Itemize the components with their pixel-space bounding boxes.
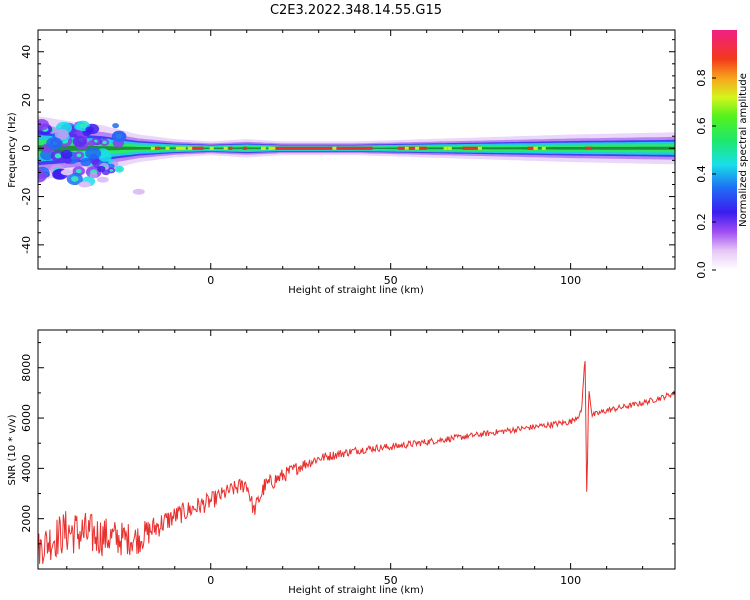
heatmap-y-tick-label: -20 <box>20 188 33 206</box>
heatmap-blob <box>98 151 112 162</box>
colorbar-tick-label: 0.0 <box>695 261 708 279</box>
ridge-speckle <box>268 146 273 150</box>
heatmap-blob-core <box>102 140 107 144</box>
heatmap-haze-blob <box>96 176 109 183</box>
colorbar-ticks: 0.0 0.2 0.4 0.6 0.8 <box>695 69 716 279</box>
heatmap-blob-core <box>71 176 79 182</box>
ridge-speckle <box>209 146 214 150</box>
heatmap-blob <box>85 147 102 160</box>
heatmap-blob-core <box>109 169 114 172</box>
snr-y-axis-label: SNR (10 * v/v) <box>7 414 18 485</box>
heatmap-y-axis-label: Frequency (Hz) <box>7 112 18 188</box>
spectral-ridge <box>38 116 675 195</box>
heatmap-haze-blob <box>78 181 91 188</box>
ridge-hot-segment <box>397 146 427 150</box>
ridge-speckle <box>271 146 276 150</box>
snr-x-tick-label: 50 <box>384 574 398 587</box>
ridge-speckle <box>447 146 452 150</box>
heatmap-blob <box>85 126 94 133</box>
colorbar-tick-label: 0.2 <box>695 213 708 231</box>
snr-y-tick-label: 4000 <box>20 454 33 482</box>
heatmap-x-axis-label: Height of straight line (km) <box>288 285 424 296</box>
heatmap-blob <box>111 130 127 142</box>
heatmap-blob <box>89 172 98 179</box>
heatmap-x-tick-label: 0 <box>207 274 214 287</box>
ridge-speckle <box>178 146 183 150</box>
ridge-hot-segment <box>243 146 247 150</box>
ridge-hot-segment <box>585 146 593 150</box>
ridge-speckle <box>150 146 155 150</box>
ridge-hot-segment <box>153 146 161 150</box>
snr-x-tick-label: 0 <box>207 574 214 587</box>
heatmap-x-tick-label: 50 <box>384 274 398 287</box>
heatmap-blob-core <box>75 169 82 174</box>
heatmap-blob <box>87 140 96 147</box>
ridge-speckle <box>533 146 538 150</box>
heatmap-blob <box>72 136 87 147</box>
heatmap-y-tick-label: 40 <box>20 45 33 59</box>
ridge-hot-segment <box>228 146 233 150</box>
heatmap-blob <box>80 157 92 167</box>
heatmap-blob-core <box>76 153 82 158</box>
heatmap-haze-blob <box>60 169 73 176</box>
figure-title: C2E3.2022.348.14.55.G15 <box>270 3 442 18</box>
snr-frame <box>37 329 676 570</box>
snr-y-tick-label: 2000 <box>20 505 33 533</box>
colorbar-tick-label: 0.4 <box>695 165 708 183</box>
ridge-speckle <box>175 146 180 150</box>
heatmap-y-tick-label: -40 <box>20 236 33 254</box>
ridge-speckle <box>223 146 228 150</box>
ridge-speckle <box>181 146 186 150</box>
snr-panel: 0 50 100 2000 4000 6000 8000 Height of straigh… <box>7 329 676 596</box>
snr-line <box>38 361 675 564</box>
snr-x-axis-label: Height of straight line (km) <box>288 585 424 596</box>
colorbar-label: Normalized spectral amplitude <box>738 73 749 227</box>
ridge-hot-segment <box>271 146 373 150</box>
heatmap-blob-core <box>79 123 87 129</box>
heatmap-frame <box>37 29 676 270</box>
colorbar-gradient <box>712 30 737 270</box>
colorbar-tick-label: 0.6 <box>695 117 708 135</box>
ridge-hot-segment <box>189 146 204 150</box>
ridge-speckle <box>443 146 448 150</box>
heatmap-blob <box>54 129 69 140</box>
ridge-speckle <box>477 146 482 150</box>
ridge-speckle <box>404 146 409 150</box>
snr-x-tick-label: 100 <box>560 574 581 587</box>
ridge-speckle <box>165 146 170 150</box>
ridge-speckle <box>415 146 420 150</box>
heatmap-x-tick-label: 100 <box>560 274 581 287</box>
heatmap-blob-core <box>54 153 62 159</box>
heatmap-blob <box>97 165 106 173</box>
heatmap-blob <box>38 119 49 131</box>
snr-y-tick-label: 6000 <box>20 404 33 432</box>
heatmap-blob <box>46 137 63 150</box>
heatmap-panel: 0 50 100 40 20 0 -20 -40 Height of straight lin… <box>7 29 676 296</box>
heatmap-blob <box>112 123 119 129</box>
colorbar: 0.0 0.2 0.4 0.6 0.8 Normalized spectral ampl… <box>695 30 749 279</box>
colorbar-tick-label: 0.8 <box>695 69 708 87</box>
heatmap-y-tick-label: 0 <box>20 145 33 152</box>
snr-y-tick-label: 8000 <box>20 354 33 382</box>
ridge-hot-segment <box>527 146 535 150</box>
ridge-speckle <box>541 146 546 150</box>
ridge-speckle <box>332 146 337 150</box>
heatmap-blob <box>38 169 47 183</box>
ridge-speckle <box>187 146 192 150</box>
ridge-speckle <box>260 146 265 150</box>
heatmap-blob <box>60 149 73 159</box>
heatmap-y-tick-label: 20 <box>20 93 33 107</box>
heatmap-blob-core <box>117 167 122 171</box>
heatmap-haze-blob <box>132 188 145 195</box>
ridge-hot-segment <box>462 146 481 150</box>
